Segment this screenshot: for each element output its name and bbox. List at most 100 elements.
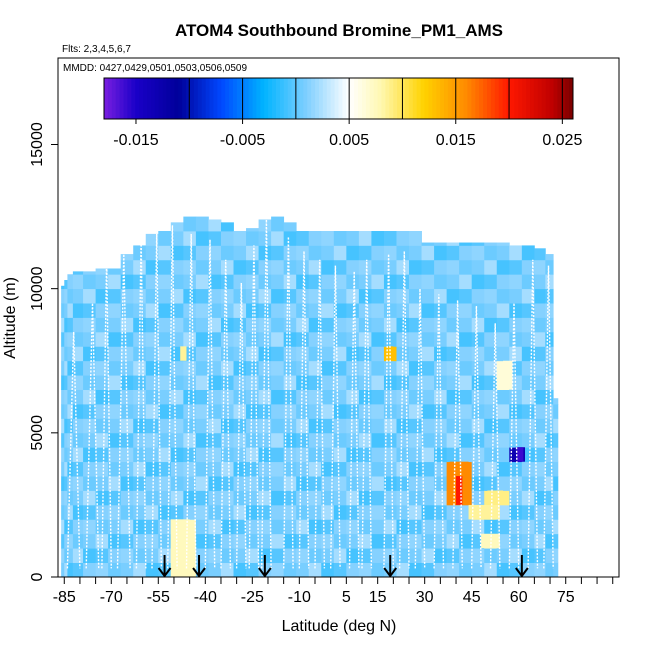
heatmap-cell — [396, 562, 410, 578]
heatmap-cell — [383, 504, 397, 520]
heatmap-cell — [409, 245, 422, 261]
heatmap-cell — [271, 231, 285, 246]
heatmap-cell — [183, 476, 197, 491]
heatmap-cell — [258, 375, 272, 390]
flight-profile — [185, 233, 197, 569]
heatmap-cell — [67, 404, 74, 419]
heatmap-cell — [321, 259, 335, 275]
heatmap-cell — [509, 432, 523, 448]
heatmap-cell — [133, 533, 147, 549]
heatmap-cell — [108, 548, 122, 563]
dropsonde-arrows — [157, 555, 529, 578]
heatmap-cell — [496, 346, 510, 362]
heatmap-cell — [521, 303, 535, 318]
heatmap-cell — [346, 389, 360, 405]
heatmap-cell — [67, 317, 74, 333]
heatmap-cell — [396, 447, 410, 463]
heatmap-cell — [64, 317, 68, 333]
heatmap-cell — [145, 375, 159, 390]
heatmap-cell — [358, 288, 372, 304]
heatmap-cell — [321, 303, 335, 318]
heatmap-cell — [246, 519, 259, 535]
heatmap-cell — [67, 562, 74, 578]
heatmap-cell — [246, 231, 259, 246]
x-axis-label: Latitude (deg N) — [282, 618, 397, 635]
heatmap-cell — [446, 360, 460, 376]
heatmap-cell — [233, 504, 247, 520]
heatmap-cell — [83, 274, 97, 290]
colorbar-swatch — [295, 78, 300, 119]
heatmap-cell — [283, 447, 297, 463]
heatmap-cell — [283, 259, 297, 275]
heatmap-cell — [509, 274, 523, 290]
heatmap-cell — [509, 461, 523, 477]
heatmap-cell — [459, 562, 473, 578]
heatmap-cell — [271, 259, 285, 275]
heatmap-cell — [246, 533, 259, 549]
heatmap-cell — [95, 268, 109, 275]
flight-profile — [151, 233, 163, 569]
heatmap-cell — [421, 303, 435, 318]
colorbar-swatch — [455, 78, 461, 119]
colorbar-swatch — [201, 78, 207, 119]
heatmap-cell — [145, 346, 159, 362]
heatmap-cell — [108, 504, 122, 520]
heatmap-cell — [246, 432, 259, 448]
heatmap-cell — [258, 389, 272, 405]
heatmap-cell — [108, 404, 122, 419]
colorbar-swatch — [143, 78, 148, 119]
heatmap-cell — [434, 447, 448, 463]
heatmap-cell — [534, 346, 546, 362]
chart-title: ATOM4 Southbound Bromine_PM1_AMS — [175, 21, 503, 40]
heatmap-cell — [409, 432, 422, 448]
heatmap-cell — [283, 303, 297, 318]
heatmap-cell — [258, 274, 272, 290]
heatmap-cell — [83, 271, 97, 275]
colorbar-swatch — [545, 78, 551, 119]
x-tick-label: -40 — [194, 589, 217, 606]
flight-profile — [330, 265, 341, 569]
heatmap-cell — [333, 490, 347, 506]
heatmap-cell — [183, 231, 197, 246]
heatmap-cell — [358, 533, 372, 549]
heatmap-cell — [208, 404, 222, 419]
heatmap-cell — [183, 432, 197, 448]
heatmap-cell — [120, 346, 134, 362]
heatmap-cell — [64, 504, 68, 520]
colorbar-swatch — [526, 78, 531, 119]
heatmap-cell — [358, 259, 372, 275]
arrow-head — [192, 567, 206, 578]
heatmap-cell — [346, 504, 360, 520]
heatmap-cell — [271, 331, 285, 347]
heatmap-cell — [446, 418, 460, 434]
heatmap-cell — [409, 389, 422, 405]
heatmap-cell — [64, 404, 68, 419]
heatmap-cell — [409, 562, 422, 578]
heatmap-cell — [145, 288, 159, 304]
colorbar-swatch — [385, 78, 390, 119]
heatmap-cell — [534, 375, 546, 390]
heatmap-cell — [446, 346, 460, 362]
heatmap-cell — [553, 504, 559, 520]
heatmap-cell — [545, 375, 554, 390]
colorbar-swatch — [471, 78, 476, 119]
heatmap-cell — [446, 533, 460, 549]
flight-profile — [361, 259, 373, 569]
heatmap-cell — [521, 360, 535, 376]
heatmap-cell — [61, 562, 65, 578]
heatmap-cell — [296, 274, 310, 290]
heatmap-cell — [545, 504, 554, 520]
heatmap-cell — [308, 375, 322, 390]
heatmap-cell — [64, 331, 68, 347]
heatmap-cell — [61, 331, 65, 347]
heatmap-cell — [72, 389, 84, 405]
heatmap-cell — [72, 274, 84, 290]
heatmap-cell — [321, 375, 335, 390]
heatmap-cell — [133, 490, 147, 506]
heatmap-cell — [246, 303, 259, 318]
heatmap-cell — [459, 303, 473, 318]
heatmap-cell — [471, 245, 485, 261]
heatmap-cell — [321, 245, 335, 261]
heatmap-cell — [358, 404, 372, 419]
x-tick-label: -25 — [241, 589, 264, 606]
